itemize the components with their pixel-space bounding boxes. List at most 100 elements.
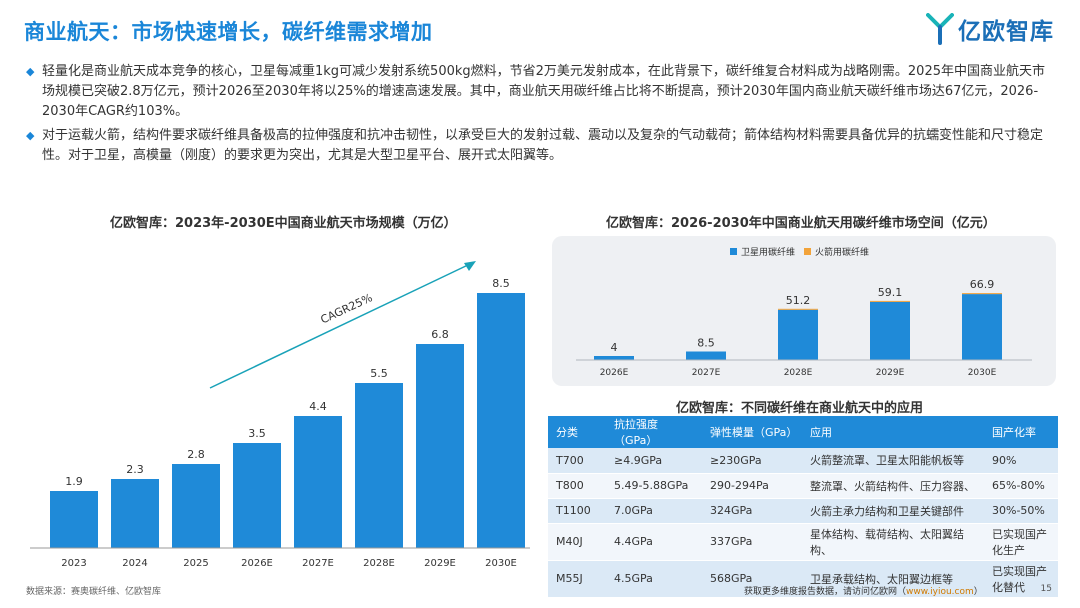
chart-bar-satellite — [962, 294, 1002, 360]
data-label: 1.9 — [65, 475, 83, 488]
diamond-bullet-icon: ◆ — [26, 129, 35, 142]
chart-title: 亿欧智库：2023年-2030E中国商业航天市场规模（万亿） — [110, 216, 457, 231]
website-link[interactable]: www.iyiou.com — [906, 587, 974, 597]
table-header: 国产化率 — [984, 416, 1058, 448]
page-number: 15 — [1040, 584, 1052, 594]
chart-bar-satellite — [778, 309, 818, 360]
table-title: 亿欧智库：不同碳纤维在商业航天中的应用 — [676, 401, 924, 416]
chart-bar — [416, 344, 464, 548]
chart-bar-satellite — [870, 301, 910, 360]
yiou-logo-icon — [926, 13, 954, 45]
data-label: 8.5 — [492, 277, 510, 290]
table-cell: M55J — [548, 560, 606, 598]
x-tick-label: 2026E — [241, 558, 273, 569]
table-cell: T1100 — [548, 498, 606, 524]
footer-note-text: 获取更多维度报告数据，请访问亿欧网（ — [744, 587, 907, 597]
table-cell: 卫星承载结构、太阳翼边框等 — [802, 560, 984, 598]
data-label: 6.8 — [431, 328, 449, 341]
table-cell: 整流罩、火箭结构件、压力容器、 — [802, 473, 984, 499]
x-tick-label: 2026E — [600, 368, 629, 378]
data-label: 4 — [611, 341, 618, 354]
x-tick-label: 2024 — [122, 558, 147, 569]
data-label: 5.5 — [370, 367, 388, 380]
bullet-point: ◆ 对于运载火箭，结构件要求碳纤维具备极高的拉伸强度和抗冲击韧性，以承受巨大的发… — [26, 126, 1056, 166]
carbon-fiber-application-table: 分类 抗拉强度（GPa） 弹性模量（GPa） 应用 国产化率 T700 ≥4.9… — [548, 416, 1058, 598]
legend-label: 火箭用碳纤维 — [815, 246, 869, 258]
table-header: 分类 — [548, 416, 606, 448]
chart-bar — [294, 416, 342, 548]
data-label: 4.4 — [309, 400, 327, 413]
x-tick-label: 2027E — [302, 558, 334, 569]
bullet-text: 轻量化是商业航天成本竞争的核心，卫星每减重1kg可减少发射系统500kg燃料，节… — [42, 64, 1046, 119]
x-tick-label: 2030E — [968, 368, 997, 378]
x-tick-label: 2023 — [61, 558, 86, 569]
bullet-text: 对于运载火箭，结构件要求碳纤维具备极高的拉伸强度和抗冲击韧性，以承受巨大的发射过… — [42, 128, 1044, 163]
chart-bar — [477, 293, 525, 548]
table-cell: 已实现国产化替代 — [984, 560, 1058, 598]
x-tick-label: 2030E — [485, 558, 517, 569]
logo-text: 亿欧智库 — [958, 19, 1054, 45]
trend-arrow — [209, 263, 471, 389]
legend-swatch — [730, 248, 737, 255]
legend-swatch — [804, 248, 811, 255]
table-cell: T700 — [548, 448, 606, 474]
table-header-row: 分类 抗拉强度（GPa） 弹性模量（GPa） 应用 国产化率 — [548, 416, 1058, 448]
table-cell: 火箭主承力结构和卫星关键部件 — [802, 498, 984, 524]
x-tick-label: 2029E — [424, 558, 456, 569]
chart-bar — [50, 491, 98, 548]
table-cell: 337GPa — [702, 523, 802, 561]
table-cell: M40J — [548, 523, 606, 561]
x-tick-label: 2028E — [363, 558, 395, 569]
table-cell: 5.49-5.88GPa — [606, 473, 702, 499]
table-cell: 4.4GPa — [606, 523, 702, 561]
cagr-annotation: CAGR25% — [319, 291, 375, 326]
table-row: M40J 4.4GPa 337GPa 星体结构、载荷结构、太阳翼结构、 已实现国… — [548, 523, 1058, 561]
logo: 亿欧智库 — [926, 12, 1054, 46]
table-cell: 7.0GPa — [606, 498, 702, 524]
chart-bar — [172, 464, 220, 548]
chart-bar — [355, 383, 403, 548]
table-cell: 30%-50% — [984, 498, 1058, 524]
table-cell: T800 — [548, 473, 606, 499]
chart-bar — [111, 479, 159, 548]
chart-bar-satellite — [594, 356, 634, 360]
page-title: 商业航天：市场快速增长，碳纤维需求增加 — [24, 20, 433, 44]
chart-bar-rocket — [870, 300, 910, 302]
arrow-head-icon — [464, 261, 476, 271]
table-header: 抗拉强度（GPa） — [606, 416, 702, 448]
table-cell: 90% — [984, 448, 1058, 474]
footer-note-end: ） — [973, 587, 983, 597]
data-label: 2.8 — [187, 448, 205, 461]
data-label: 66.9 — [970, 278, 995, 291]
x-tick-label: 2027E — [692, 368, 721, 378]
table-cell: 4.5GPa — [606, 560, 702, 598]
data-label: 51.2 — [786, 294, 811, 307]
table-cell: 火箭整流罩、卫星太阳能帆板等 — [802, 448, 984, 474]
chart-bar-satellite — [686, 351, 726, 360]
data-label: 59.1 — [878, 286, 903, 299]
diamond-bullet-icon: ◆ — [26, 65, 35, 78]
market-size-chart: 1.9 2023 2.3 2024 2.8 2025 3.5 2026E 4.4 2027E 5.5… — [30, 261, 530, 569]
table-header: 应用 — [802, 416, 984, 448]
data-label: 8.5 — [697, 337, 715, 350]
table-row: T1100 7.0GPa 324GPa 火箭主承力结构和卫星关键部件 30%-5… — [548, 498, 1058, 524]
footer-note: 获取更多维度报告数据，请访问亿欧网（www.iyiou.com） — [744, 584, 983, 597]
x-tick-label: 2025 — [183, 558, 208, 569]
data-label: 2.3 — [126, 463, 144, 476]
table-cell: 已实现国产化生产 — [984, 523, 1058, 561]
table-row: M55J 4.5GPa 568GPa 卫星承载结构、太阳翼边框等 已实现国产化替… — [548, 560, 1058, 598]
table-row: T800 5.49-5.88GPa 290-294Pa 整流罩、火箭结构件、压力… — [548, 473, 1058, 499]
table-cell: 290-294Pa — [702, 473, 802, 499]
table-header: 弹性模量（GPa） — [702, 416, 802, 448]
data-source: 数据来源：赛奥碳纤维、亿欧智库 — [26, 587, 162, 597]
data-label: 3.5 — [248, 427, 266, 440]
chart-bar-rocket — [962, 293, 1002, 295]
table-cell: 星体结构、载荷结构、太阳翼结构、 — [802, 523, 984, 561]
carbon-fiber-market-chart: 卫星用碳纤维 火箭用碳纤维 4 2026E 8.5 2027E 51.2 2028E 59.1 2… — [576, 246, 1032, 378]
table-cell: 568GPa — [702, 560, 802, 598]
chart-title: 亿欧智库：2026-2030年中国商业航天用碳纤维市场空间（亿元） — [606, 216, 996, 231]
chart-bar — [233, 443, 281, 548]
table-cell: ≥4.9GPa — [606, 448, 702, 474]
table-cell: 324GPa — [702, 498, 802, 524]
table-cell: ≥230GPa — [702, 448, 802, 474]
